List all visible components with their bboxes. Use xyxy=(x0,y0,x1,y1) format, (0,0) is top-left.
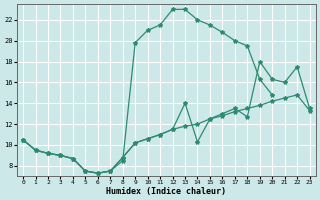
X-axis label: Humidex (Indice chaleur): Humidex (Indice chaleur) xyxy=(106,187,226,196)
